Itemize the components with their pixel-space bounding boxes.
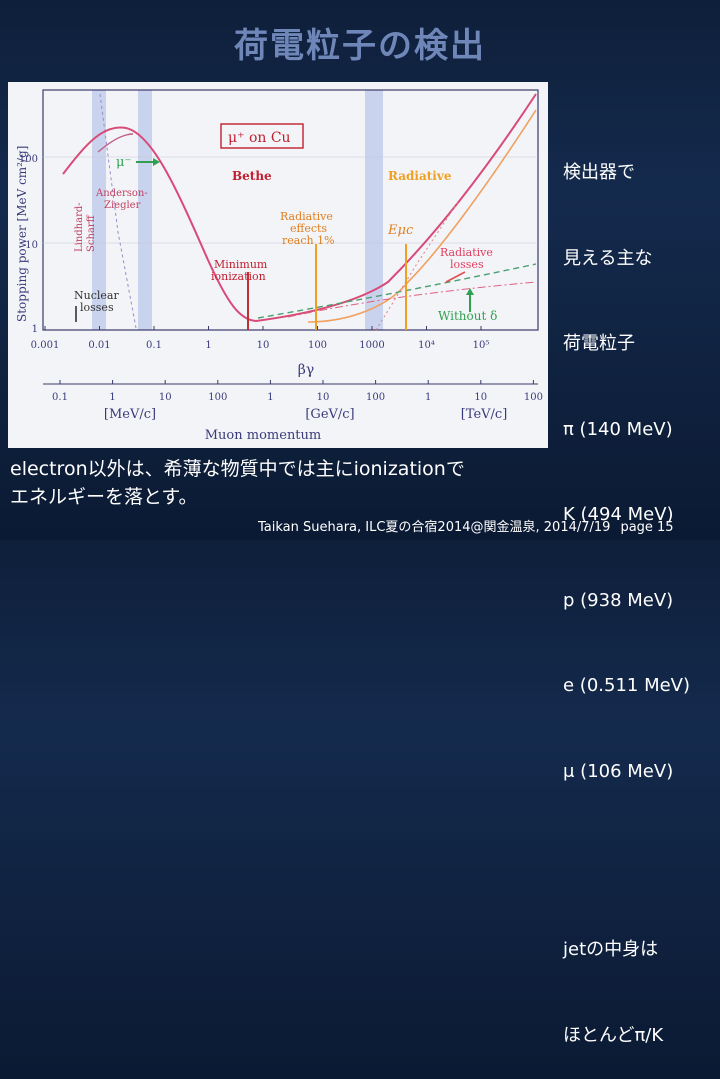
rad-effects-label-2: effects	[290, 222, 327, 235]
mu-minus-arrowhead	[153, 158, 160, 166]
region-band	[138, 90, 152, 330]
region-band	[365, 90, 383, 330]
particle-list: 検出器で 見える主な 荷電粒子 π (140 MeV) K (494 MeV) …	[563, 102, 690, 1079]
beta-gamma-tick-label: 10⁵	[473, 340, 490, 351]
radiative-label: Radiative	[388, 169, 452, 183]
momentum-ticks: 0.1 1 10 100 1 10 100 1 10 100	[52, 380, 543, 403]
y-tick-label: 100	[19, 154, 38, 165]
beta-gamma-tick-label: 0.01	[88, 340, 110, 351]
region-band	[92, 90, 106, 330]
momentum-tick-label: 10	[317, 392, 330, 403]
radiative-loss-curve	[307, 109, 537, 323]
beta-gamma-ticks: 0.001 0.01 0.1 1 10 100 1000 10⁴ 10⁵	[31, 326, 490, 351]
nuclear-label-1: Nuclear	[74, 289, 119, 302]
momentum-tick-label: 100	[366, 392, 385, 403]
footer-credit: Taikan Suehara, ILC夏の合宿2014@関金温泉, 2014/7…	[258, 520, 611, 535]
rad-effects-label-1: Radiative	[280, 210, 333, 223]
plot-frame	[42, 89, 539, 331]
momentum-tick-label: 1	[267, 392, 273, 403]
slide-title: 荷電粒子の検出	[234, 26, 486, 66]
rad-losses-label-2: losses	[450, 258, 484, 271]
momentum-tick-label: 100	[208, 392, 227, 403]
beta-gamma-tick-label: 10⁴	[418, 340, 435, 351]
particle-list-line: K (494 MeV)	[563, 504, 674, 525]
jet-note-line: jetの中身は	[563, 939, 659, 960]
momentum-tick-label: 10	[474, 392, 487, 403]
momentum-tick-label: 100	[524, 392, 543, 403]
jet-note-line: ほとんどπ/K	[563, 1024, 664, 1046]
momentum-tick-label: 1	[425, 392, 431, 403]
unit-label-mev: [MeV/c]	[104, 407, 156, 422]
radiative-dashdot-line	[287, 281, 537, 318]
y-tick-label: 10	[25, 240, 38, 251]
particle-list-line: e (0.511 MeV)	[563, 675, 691, 696]
stopping-power-figure: μ⁺ on Cu μ⁻ Anderson- Ziegler Lindhard- …	[8, 82, 548, 448]
radiative-losses-arrow	[445, 271, 466, 283]
radiative-dotted-line	[375, 201, 459, 331]
curve-label-box	[220, 123, 304, 149]
rad-effects-label-3: reach 1%	[282, 234, 335, 247]
unit-label-tev: [TeV/c]	[461, 407, 508, 422]
bethe-label: Bethe	[232, 169, 272, 183]
particle-list-line: π (140 MeV)	[563, 418, 673, 440]
beta-gamma-label: βγ	[298, 362, 314, 378]
particle-list-line: 荷電粒子	[563, 333, 635, 354]
page-number: page 15	[620, 520, 674, 535]
curve-label: μ⁺ on Cu	[228, 130, 291, 146]
lindhard-dashed-line	[99, 93, 137, 329]
y-axis-label: Stopping power [MeV cm²/g]	[15, 146, 29, 322]
mu-minus-curve	[97, 133, 134, 153]
beta-gamma-tick-label: 0.001	[31, 340, 60, 351]
particle-list-line: p (938 MeV)	[563, 589, 674, 611]
slide-footer: Taikan Suehara, ILC夏の合宿2014@関金温泉, 2014/7…	[258, 516, 674, 535]
without-delta-label: Without δ	[438, 309, 497, 323]
min-ion-label-2: ionization	[211, 270, 266, 283]
momentum-tick-label: 0.1	[52, 392, 68, 403]
beta-gamma-tick-label: 100	[308, 340, 327, 351]
momentum-axis-label: Muon momentum	[205, 428, 322, 443]
mu-minus-label: μ⁻	[116, 155, 131, 170]
particle-list-line: μ (106 MeV)	[563, 760, 674, 782]
stopping-power-curve	[62, 93, 537, 323]
lindhard-label: Lindhard-	[74, 202, 85, 252]
particle-list-line: 検出器で	[563, 162, 635, 183]
ionization-note-line: electron以外は、希薄な物質中では主にionizationで	[10, 458, 465, 480]
y-tick-label: 1	[32, 324, 38, 335]
unit-label-gev: [GeV/c]	[305, 407, 354, 422]
emuc-label: Eμc	[387, 223, 414, 238]
without-delta-arrowhead	[466, 288, 474, 295]
momentum-tick-label: 1	[109, 392, 115, 403]
nuclear-label-2: losses	[80, 301, 114, 314]
beta-gamma-tick-label: 1000	[359, 340, 384, 351]
particle-list-line: 見える主な	[563, 247, 653, 269]
beta-gamma-tick-label: 0.1	[146, 340, 162, 351]
beta-gamma-tick-label: 1	[205, 340, 211, 351]
anderson-label: Anderson-	[95, 188, 148, 199]
ionization-note-line: エネルギーを落とす。	[10, 486, 198, 508]
beta-gamma-tick-label: 10	[257, 340, 270, 351]
without-delta-curve	[257, 263, 537, 319]
ziegler-label: Ziegler	[104, 200, 141, 211]
min-ion-label-1: Minimum	[214, 258, 268, 271]
scharff-label: Scharff	[86, 214, 97, 252]
momentum-tick-label: 10	[159, 392, 172, 403]
ionization-note: electron以外は、希薄な物質中では主にionizationで エネルギーを…	[10, 455, 465, 511]
stopping-power-plot: μ⁺ on Cu μ⁻ Anderson- Ziegler Lindhard- …	[15, 89, 543, 443]
rad-losses-label-1: Radiative	[440, 246, 493, 259]
